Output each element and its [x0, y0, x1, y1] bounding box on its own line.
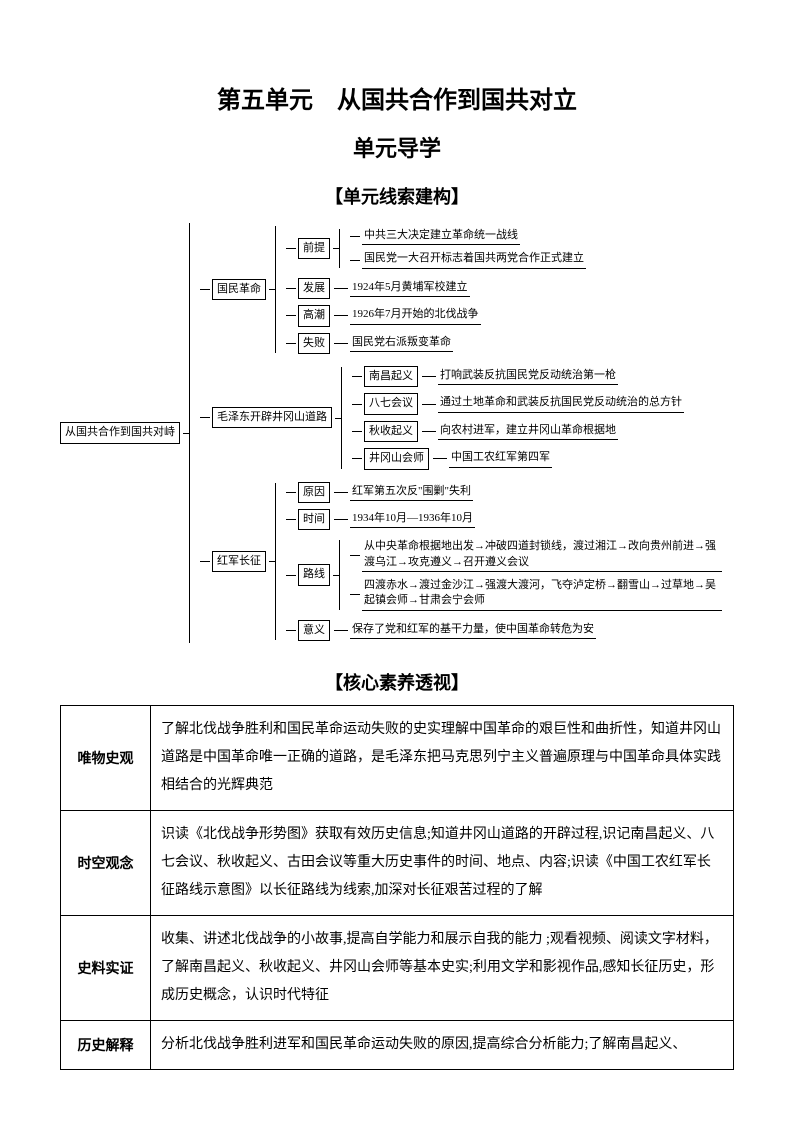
tree-value: 打响武装反抗国民党反动统治第一枪 — [438, 368, 618, 385]
tree-branch-label: 毛泽东开辟井冈山道路 — [212, 407, 332, 428]
tree-value: 中共三大决定建立革命统一战线 — [362, 228, 520, 245]
tree-value: 保存了党和红军的基干力量，使中国革命转危为安 — [350, 622, 596, 639]
tree-branch-label: 红军长征 — [212, 551, 266, 572]
core-literacy-table: 唯物史观了解北伐战争胜利和国民革命运动失败的史实理解中国革命的艰巨性和曲折性，知… — [60, 705, 734, 1070]
tree-value: 四渡赤水→渡过金沙江→强渡大渡河，飞夺泸定桥→翻雪山→过草地→吴起镇会师→甘肃会… — [362, 578, 722, 611]
tree-root: 从国共合作到国共对峙 — [60, 422, 180, 443]
tree-value: 通过土地革命和武装反抗国民党反动统治的总方针 — [438, 395, 684, 412]
row-header: 历史解释 — [61, 1021, 151, 1070]
tree-branch-label: 国民革命 — [212, 279, 266, 300]
tree-child: 失败 国民党右派叛变革命 — [286, 333, 586, 354]
tree-value: 国民党右派叛变革命 — [350, 335, 453, 352]
tree-key: 原因 — [298, 482, 330, 503]
tree-key: 高潮 — [298, 305, 330, 326]
tree-key: 南昌起义 — [364, 366, 418, 387]
tree-value: 1924年5月黄埔军校建立 — [350, 280, 470, 297]
tree-key: 发展 — [298, 278, 330, 299]
table-row: 时空观念识读《北伐战争形势图》获取有效历史信息;知道井冈山道路的开辟过程,识记南… — [61, 811, 734, 916]
table-row: 唯物史观了解北伐战争胜利和国民革命运动失败的史实理解中国革命的艰巨性和曲折性，知… — [61, 706, 734, 811]
tree-child: 前提 中共三大决定建立革命统一战线国民党一大召开标志着国共两党合作正式建立 — [286, 225, 586, 272]
tree-child: 原因 红军第五次反"围剿"失利 — [286, 482, 722, 503]
tree-child: 井冈山会师 中国工农红军第四军 — [352, 448, 684, 469]
tree-child: 八七会议 通过土地革命和武装反抗国民党反动统治的总方针 — [352, 393, 684, 414]
tree-child: 秋收起义 向农村进军，建立井冈山革命根据地 — [352, 421, 684, 442]
tree-value: 1934年10月—1936年10月 — [350, 511, 475, 528]
tree-key: 秋收起义 — [364, 421, 418, 442]
row-content: 收集、讲述北伐战争的小故事,提高自学能力和展示自我的能力 ;观看视频、阅读文字材… — [151, 916, 734, 1021]
table-row: 史料实证收集、讲述北伐战争的小故事,提高自学能力和展示自我的能力 ;观看视频、阅… — [61, 916, 734, 1021]
concept-tree: 从国共合作到国共对峙 国民革命 前提 中共三大决定建立革命统一战线国民党一大召开标志… — [60, 219, 734, 655]
row-content: 分析北伐战争胜利进军和国民革命运动失败的原因,提高综合分析能力;了解南昌起义、 — [151, 1021, 734, 1070]
main-title: 第五单元 从国共合作到国共对立 — [60, 80, 734, 115]
tree-branch: 毛泽东开辟井冈山道路 南昌起义 打响武装反抗国民党反动统治第一枪八七会议 通过土地革命… — [200, 363, 722, 473]
tree-child: 发展 1924年5月黄埔军校建立 — [286, 278, 586, 299]
row-content: 识读《北伐战争形势图》获取有效历史信息;知道井冈山道路的开辟过程,识记南昌起义、… — [151, 811, 734, 916]
tree-key: 八七会议 — [364, 393, 418, 414]
row-header: 史料实证 — [61, 916, 151, 1021]
row-header: 时空观念 — [61, 811, 151, 916]
table-row: 历史解释分析北伐战争胜利进军和国民革命运动失败的原因,提高综合分析能力;了解南昌… — [61, 1021, 734, 1070]
tree-value: 向农村进军，建立井冈山革命根据地 — [438, 423, 618, 440]
tree-key: 意义 — [298, 620, 330, 641]
sub-title: 单元导学 — [60, 131, 734, 163]
tree-branch: 国民革命 前提 中共三大决定建立革命统一战线国民党一大召开标志着国共两党合作正式建立… — [200, 222, 722, 357]
tree-key: 时间 — [298, 509, 330, 530]
section-header-2: 【核心素养透视】 — [60, 669, 734, 695]
tree-child: 南昌起义 打响武装反抗国民党反动统治第一枪 — [352, 366, 684, 387]
tree-value: 从中央革命根据地出发→冲破四道封锁线，渡过湘江→改向贵州前进→强渡乌江→攻克遵义… — [362, 539, 722, 572]
tree-value: 国民党一大召开标志着国共两党合作正式建立 — [362, 251, 586, 268]
tree-key: 井冈山会师 — [364, 448, 429, 469]
row-header: 唯物史观 — [61, 706, 151, 811]
tree-value: 中国工农红军第四军 — [449, 450, 552, 467]
tree-key: 失败 — [298, 333, 330, 354]
tree-value: 1926年7月开始的北伐战争 — [350, 307, 481, 324]
tree-key: 前提 — [298, 238, 330, 259]
tree-child: 意义 保存了党和红军的基干力量，使中国革命转危为安 — [286, 620, 722, 641]
tree-child: 高潮 1926年7月开始的北伐战争 — [286, 305, 586, 326]
tree-branch: 红军长征 原因 红军第五次反"围剿"失利时间 1934年10月—1936年10月路线 从… — [200, 479, 722, 645]
section-header-1: 【单元线索建构】 — [60, 183, 734, 209]
tree-key: 路线 — [298, 564, 330, 585]
tree-child: 时间 1934年10月—1936年10月 — [286, 509, 722, 530]
tree-value: 红军第五次反"围剿"失利 — [350, 484, 473, 501]
row-content: 了解北伐战争胜利和国民革命运动失败的史实理解中国革命的艰巨性和曲折性，知道井冈山… — [151, 706, 734, 811]
tree-child: 路线 从中央革命根据地出发→冲破四道封锁线，渡过湘江→改向贵州前进→强渡乌江→攻克… — [286, 536, 722, 614]
